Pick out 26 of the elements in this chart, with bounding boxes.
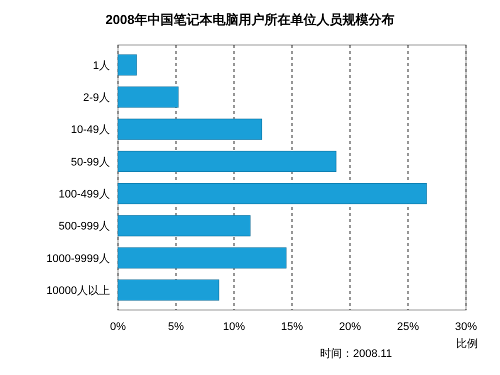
x-tick-label: 0% bbox=[110, 321, 126, 333]
bar bbox=[118, 86, 179, 108]
bar bbox=[118, 118, 262, 140]
x-axis-title: 比例 bbox=[456, 337, 478, 350]
y-tick-label: 500-999人 bbox=[58, 220, 110, 233]
chart-title: 2008年中国笔记本电脑用户所在单位人员规模分布 bbox=[106, 12, 394, 27]
x-tick-label: 15% bbox=[280, 321, 304, 333]
x-tick-label: 5% bbox=[168, 321, 184, 333]
x-tick-label: 25% bbox=[396, 321, 420, 333]
y-tick-label: 1人 bbox=[92, 60, 110, 72]
y-tick-label: 1000-9999人 bbox=[46, 252, 110, 265]
bar bbox=[118, 247, 286, 268]
y-tick-label: 10-49人 bbox=[70, 124, 110, 136]
bar bbox=[118, 183, 427, 204]
y-tick-label: 50-99人 bbox=[70, 156, 110, 168]
bar bbox=[118, 280, 220, 301]
bar bbox=[118, 215, 250, 236]
x-tick-label: 10% bbox=[222, 321, 246, 333]
bar bbox=[118, 54, 137, 76]
text: 时间：2008.11 bbox=[320, 347, 392, 360]
x-tick-label: 20% bbox=[338, 321, 362, 333]
y-tick-label: 2-9人 bbox=[83, 92, 110, 104]
y-tick-label: 100-499人 bbox=[58, 188, 110, 200]
y-tick-label: 10000人以上 bbox=[46, 284, 110, 297]
bar bbox=[118, 150, 336, 172]
x-tick-label: 30% bbox=[454, 321, 478, 333]
